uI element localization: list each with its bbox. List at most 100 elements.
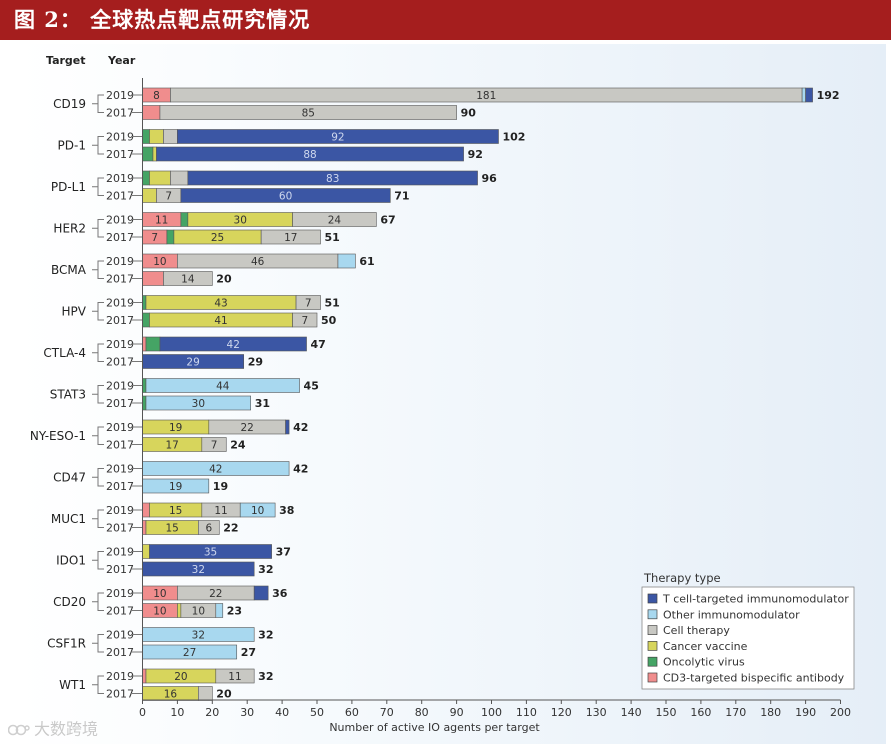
year-label: 2019 — [106, 131, 134, 144]
target-bracket — [92, 426, 104, 445]
target-group-her2: HER2 2019 11 30 24 67 2017 7 25 17 51 — [53, 212, 396, 245]
x-tick-label: 90 — [450, 706, 464, 719]
bar-total-label: 192 — [817, 89, 840, 102]
bar-segment-virus — [142, 378, 147, 393]
bar-total-label: 19 — [213, 480, 228, 493]
year-label: 2019 — [106, 89, 134, 102]
bar-row-2019: 2019 10 46 61 — [106, 253, 375, 269]
bar-total-label: 51 — [324, 297, 339, 310]
legend-label: Other immunomodulator — [663, 608, 800, 621]
year-label: 2017 — [106, 522, 134, 535]
bar-total-label: 22 — [223, 522, 238, 535]
x-tick-label: 70 — [380, 706, 394, 719]
bar-segment-cell — [292, 312, 318, 328]
bar-row-2019: 2019 35 37 — [106, 544, 291, 559]
target-label: CD19 — [53, 97, 86, 111]
bar-segment-virus — [180, 212, 189, 227]
legend: Therapy type T cell-targeted immunomodula… — [641, 571, 855, 690]
year-label: 2019 — [106, 629, 134, 642]
segment-value-label: 92 — [331, 132, 344, 144]
x-tick-label: 20 — [205, 706, 219, 719]
legend-item-tcell: T cell-targeted immunomodulator — [647, 593, 849, 606]
target-group-wt1: WT1 2019 20 11 32 2017 16 20 — [59, 668, 273, 701]
x-tick-label: 40 — [275, 706, 289, 719]
target-group-cd19: CD19 2019 8 181 192 2017 85 90 — [53, 87, 840, 120]
target-label: HPV — [62, 304, 87, 318]
bar-row-2017: 2017 32 32 — [106, 561, 273, 577]
year-label: 2017 — [106, 273, 134, 286]
bar-row-2019: 2019 20 11 32 — [106, 668, 273, 684]
bar-segment-virus — [142, 395, 147, 411]
segment-value-label: 85 — [302, 108, 315, 120]
target-bracket — [92, 675, 104, 694]
bar-segment-other — [145, 395, 251, 411]
bar-segment-other — [337, 253, 356, 269]
bar-total-label: 50 — [321, 314, 337, 327]
bar-segment-vaccine — [142, 188, 157, 203]
bar-segment-tcell — [177, 129, 499, 144]
target-group-hpv: HPV 2019 43 7 51 2017 41 7 50 — [62, 295, 340, 328]
target-group-ido1: IDO1 2019 35 37 2017 32 32 — [56, 544, 291, 577]
target-group-cd20: CD20 2019 10 22 36 2017 10 10 23 — [53, 585, 288, 618]
segment-value-label: 10 — [192, 606, 205, 618]
bar-segment-virus — [142, 170, 150, 186]
watermark-logo-icon — [8, 724, 30, 735]
bar-row-2019: 2019 10 22 36 — [106, 585, 288, 601]
legend-swatch — [647, 609, 658, 620]
segment-value-label: 10 — [153, 588, 166, 600]
x-tick-label: 0 — [139, 706, 146, 719]
bar-segment-cell — [215, 668, 255, 684]
bar-row-2019: 2019 8 181 192 — [106, 87, 840, 103]
bar-segment-cd3 — [142, 502, 150, 518]
bar-row-2017: 2017 29 29 — [106, 354, 263, 369]
legend-item-other: Other immunomodulator — [647, 608, 800, 621]
bar-segment-cell — [295, 295, 321, 310]
x-tick-label: 110 — [516, 706, 537, 719]
x-tick-label: 10 — [170, 706, 184, 719]
bar-total-label: 31 — [255, 397, 270, 410]
bar-row-2017: 2017 41 7 50 — [106, 312, 337, 328]
segment-value-label: 7 — [301, 315, 308, 327]
bar-segment-cell — [170, 170, 189, 186]
legend-swatch — [647, 625, 658, 635]
watermark-text: 大数跨境 — [34, 719, 99, 739]
year-label: 2017 — [106, 646, 134, 659]
bar-segment-tcell — [149, 544, 272, 559]
target-bracket — [92, 385, 104, 404]
segment-value-label: 10 — [251, 505, 264, 517]
bar-segment-vaccine — [177, 603, 182, 618]
target-bracket — [92, 468, 104, 487]
legend-label: Oncolytic virus — [663, 656, 745, 669]
bar-total-label: 96 — [482, 172, 498, 185]
bar-total-label: 38 — [279, 504, 294, 517]
x-tick-label: 100 — [481, 706, 502, 719]
bar-segment-tcell — [805, 87, 813, 103]
bar-total-label: 71 — [394, 190, 409, 203]
segment-value-label: 14 — [181, 274, 195, 286]
segment-value-label: 11 — [228, 671, 241, 683]
legend-item-cd3: CD3-targeted bispecific antibody — [647, 672, 845, 685]
year-label: 2017 — [106, 480, 134, 493]
legend-swatch — [647, 672, 658, 683]
bar-row-2017: 2017 88 92 — [106, 146, 483, 162]
segment-value-label: 32 — [192, 630, 205, 642]
year-label: 2019 — [106, 546, 134, 559]
bar-segment-cell — [198, 520, 220, 535]
target-label: PD-1 — [58, 138, 86, 152]
bar-row-2019: 2019 83 96 — [106, 170, 498, 186]
segment-value-label: 46 — [251, 256, 265, 268]
segment-value-label: 10 — [153, 606, 166, 618]
bar-row-2019: 2019 43 7 51 — [106, 295, 340, 310]
watermark: 大数跨境 — [8, 716, 128, 742]
bar-segment-other — [145, 378, 300, 393]
year-label: 2017 — [106, 356, 134, 369]
segment-value-label: 44 — [216, 381, 230, 393]
bar-total-label: 45 — [304, 380, 319, 393]
segment-value-label: 83 — [326, 173, 339, 185]
year-label: 2017 — [106, 314, 134, 327]
segment-value-label: 15 — [169, 505, 182, 517]
bar-segment-cd3 — [142, 520, 147, 535]
bar-row-2017: 2017 7 60 71 — [106, 188, 410, 203]
target-group-stat3: STAT3 2019 44 45 2017 30 31 — [50, 378, 319, 411]
bar-segment-cell — [201, 437, 227, 452]
